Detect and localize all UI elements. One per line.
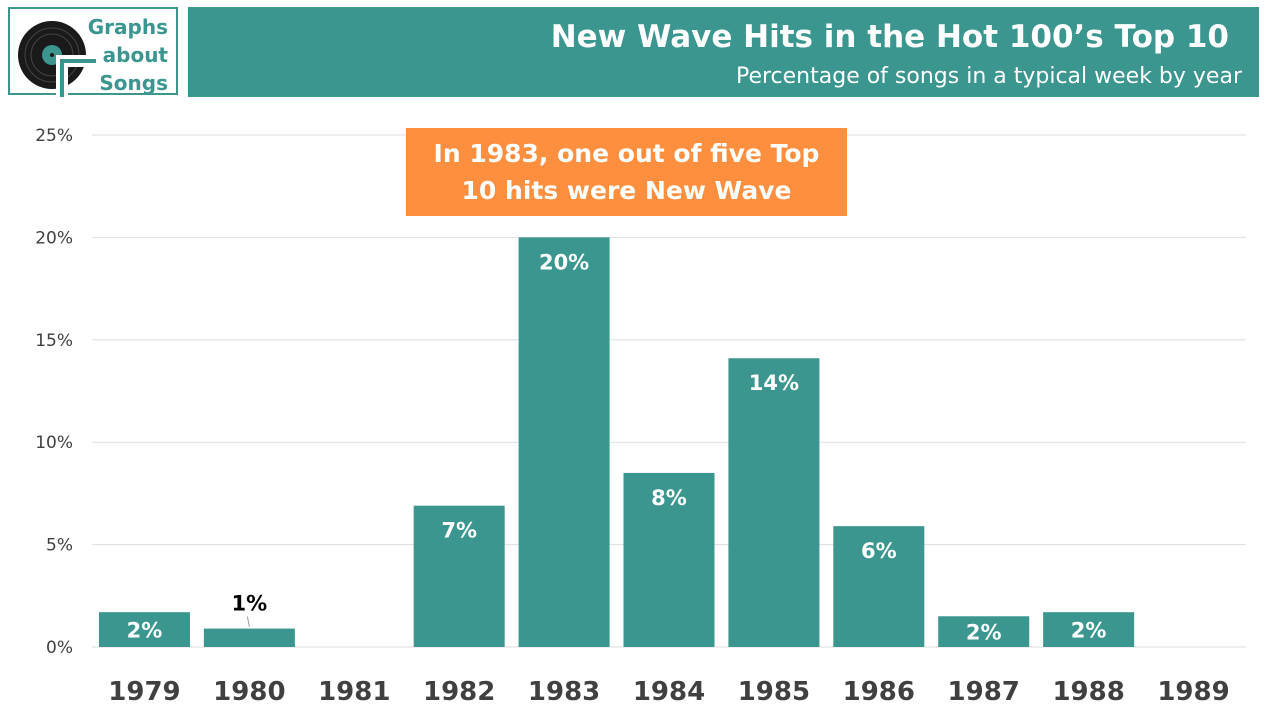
x-tick-label: 1989	[1157, 677, 1229, 707]
x-tick-label: 1982	[423, 677, 495, 707]
logo: Graphs about Songs	[8, 7, 178, 97]
logo-text-line: Graphs	[87, 15, 168, 39]
bar	[728, 358, 820, 647]
bar	[518, 237, 610, 647]
y-tick-label: 15%	[35, 331, 73, 351]
data-label: 1%	[232, 592, 268, 616]
data-label: 14%	[749, 371, 799, 395]
x-tick-label: 1986	[843, 677, 915, 707]
bar	[938, 616, 1030, 647]
data-label: 2%	[127, 619, 163, 643]
title-banner: New Wave Hits in the Hot 100’s Top 10 Pe…	[188, 7, 1259, 97]
x-tick-label: 1984	[633, 677, 705, 707]
x-tick-label: 1985	[738, 677, 810, 707]
bar	[98, 612, 190, 647]
chart-subtitle: Percentage of songs in a typical week by…	[735, 64, 1242, 89]
bar	[1043, 612, 1135, 647]
chart-title: New Wave Hits in the Hot 100’s Top 10	[550, 19, 1229, 55]
bar	[413, 505, 505, 647]
data-label-leader	[246, 616, 250, 627]
bar	[623, 472, 715, 647]
bar	[833, 526, 925, 647]
data-label: 20%	[539, 250, 589, 274]
data-label: 7%	[441, 519, 477, 543]
logo-text-line: Songs	[99, 71, 168, 95]
x-tick-label: 1988	[1052, 677, 1124, 707]
logo-text-line: about	[102, 43, 168, 67]
y-tick-label: 5%	[46, 536, 73, 556]
x-tick-label: 1980	[213, 677, 285, 707]
y-tick-label: 10%	[35, 433, 73, 453]
x-tick-label: 1987	[948, 677, 1020, 707]
data-label: 6%	[861, 539, 897, 563]
x-tick-label: 1983	[528, 677, 600, 707]
callout-annotation: In 1983, one out of five Top 10 hits wer…	[406, 128, 847, 216]
data-label: 8%	[651, 486, 687, 510]
y-tick-label: 0%	[46, 638, 73, 658]
y-tick-label: 20%	[35, 228, 73, 248]
data-label: 2%	[1071, 619, 1107, 643]
vinyl-record-icon	[18, 21, 96, 97]
x-tick-label: 1979	[108, 677, 180, 707]
data-label: 2%	[966, 621, 1002, 645]
bar	[203, 628, 295, 647]
y-tick-label: 25%	[35, 126, 73, 146]
x-tick-label: 1981	[318, 677, 390, 707]
